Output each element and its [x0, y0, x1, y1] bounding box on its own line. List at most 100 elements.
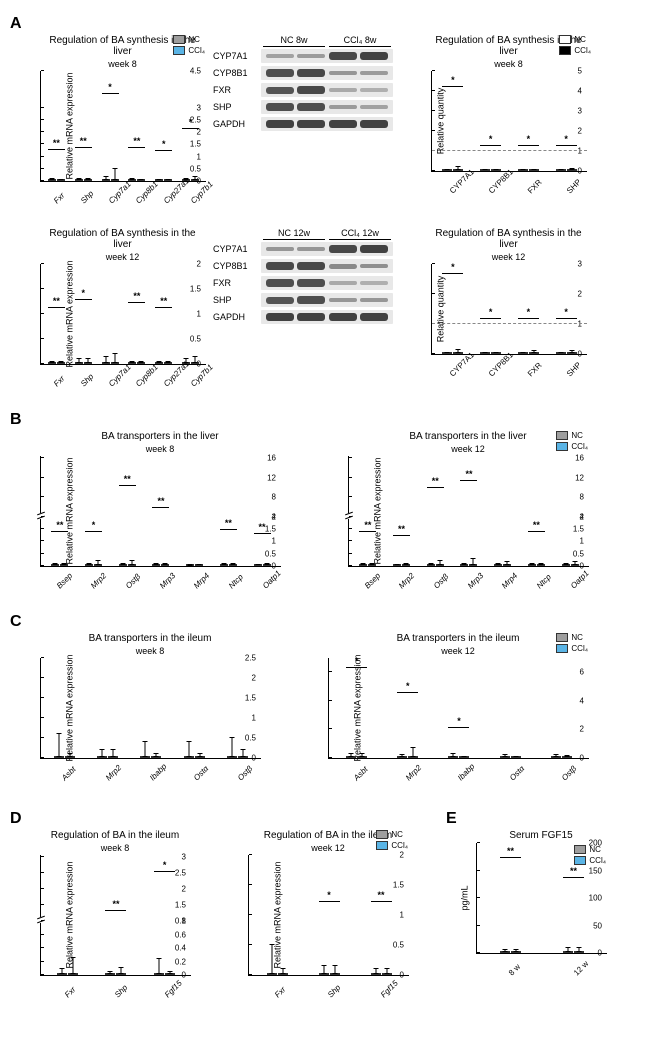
chart-b-w12: BA transporters in the liverweek 1200.51… [348, 431, 588, 578]
sig-line [155, 307, 172, 308]
sig-line [427, 487, 444, 488]
sig-marker: * [527, 307, 531, 317]
blot-header-right: CCl₄ 8w [329, 35, 391, 47]
bar-nc [556, 169, 566, 171]
sig-line [48, 149, 65, 150]
blot-band [297, 296, 325, 303]
bar-ccl4 [191, 179, 199, 181]
sig-line [500, 857, 521, 858]
legend-item-ccl4: CCl₄ [376, 841, 408, 850]
sig-line [563, 877, 584, 878]
blot-strip [261, 259, 393, 273]
blot-row: FXR [213, 83, 393, 97]
row-d-e: DRegulation of BA in the ileumweek 800.2… [10, 805, 655, 1022]
bar-group: ** [500, 951, 521, 953]
bar-group [562, 564, 579, 566]
bar-group: * [518, 352, 539, 354]
error-bar [195, 176, 196, 180]
sig-marker: * [451, 75, 455, 85]
bar-group: * [556, 352, 577, 354]
blot-row: CYP7A1 [213, 49, 393, 63]
sig-line [371, 901, 392, 902]
bar-ccl4 [164, 362, 172, 364]
bar-nc [119, 564, 127, 566]
bar-nc [427, 564, 435, 566]
sig-marker: * [189, 117, 193, 127]
bar-ccl4 [137, 362, 145, 364]
error-bar [98, 560, 99, 565]
x-label: Fxr [52, 375, 65, 388]
error-bar [531, 563, 532, 565]
error-bar [195, 356, 196, 364]
error-bar [515, 756, 516, 757]
sig-line [442, 273, 463, 274]
x-label: Ntcp [226, 577, 239, 590]
bars-container: ******* [41, 264, 206, 364]
error-bar [402, 754, 403, 757]
chart-subtitle: week 8 [40, 843, 190, 853]
error-bar [574, 561, 575, 565]
bar-group [97, 756, 118, 758]
error-bar [430, 563, 431, 565]
bar-group: ** [393, 564, 410, 566]
x-label: Asbt [352, 769, 365, 782]
error-bar [351, 753, 352, 757]
bar-ccl4 [529, 169, 539, 171]
bar-nc [480, 352, 490, 354]
chart-a-w12-mrna: Regulation of BA synthesis in the liverw… [40, 228, 205, 376]
y-axis-label: pg/mL [460, 885, 470, 910]
sig-line [75, 147, 92, 148]
sig-marker: ** [133, 291, 140, 301]
sig-marker: * [108, 82, 112, 92]
bar-nc [254, 564, 262, 566]
bar-ccl4 [567, 352, 577, 354]
bar-nc [155, 362, 163, 364]
bar-group: ** [359, 564, 376, 566]
x-label: Cyp8b1 [134, 192, 147, 205]
bar-nc [154, 973, 164, 975]
chart-c-w8: BA transporters in the ileumweek 800.511… [40, 633, 260, 770]
error-bar [363, 563, 364, 565]
blot-band [297, 103, 325, 110]
bars-container [41, 658, 261, 758]
blot-band [360, 298, 388, 303]
sig-line [155, 150, 172, 151]
sig-line [442, 86, 463, 87]
bar-nc [97, 756, 107, 758]
panel-label-d: D [10, 810, 408, 828]
error-bar [105, 356, 106, 364]
x-label: Mrp3 [158, 577, 171, 590]
x-label: Mrp2 [89, 577, 102, 590]
row-b: BA transporters in the liverweek 800.511… [10, 431, 655, 603]
bar-nc [562, 564, 570, 566]
x-label: Fgf15 [379, 986, 392, 999]
row-a-week8: Regulation of BA synthesis in the liverw… [10, 35, 655, 218]
chart-a-w8-mrna: Regulation of BA synthesis in the liverw… [40, 35, 205, 193]
x-label: Oatp1 [569, 577, 582, 590]
x-label: Fxr [63, 986, 76, 999]
chart-subtitle: week 12 [328, 646, 588, 656]
blot-band [360, 120, 388, 128]
bar-nc [227, 756, 237, 758]
panel-label-c: C [10, 613, 655, 631]
sig-marker: ** [80, 136, 87, 146]
x-label: CYP7A1 [448, 365, 461, 378]
blot-label: CYP7A1 [213, 244, 261, 254]
legend-item-nc: NC [173, 35, 205, 44]
bar-ccl4 [357, 756, 367, 758]
error-bar [560, 352, 561, 354]
error-bar [571, 168, 572, 170]
error-bar [565, 563, 566, 565]
error-bar [485, 169, 486, 170]
legend: NCCCl₄ [574, 845, 606, 865]
bar-group: * [480, 352, 501, 354]
error-bar [447, 352, 448, 354]
error-bar [540, 563, 541, 565]
bar-ccl4 [453, 169, 463, 171]
blot-label: SHP [213, 295, 261, 305]
sig-marker: ** [112, 899, 119, 909]
plot-area: 00.20.40.60.811.522.53Relative mRNA expr… [40, 855, 191, 976]
blot-band [329, 71, 357, 76]
legend-item-ccl4: CCl₄ [556, 442, 588, 451]
blot-band [297, 69, 325, 77]
